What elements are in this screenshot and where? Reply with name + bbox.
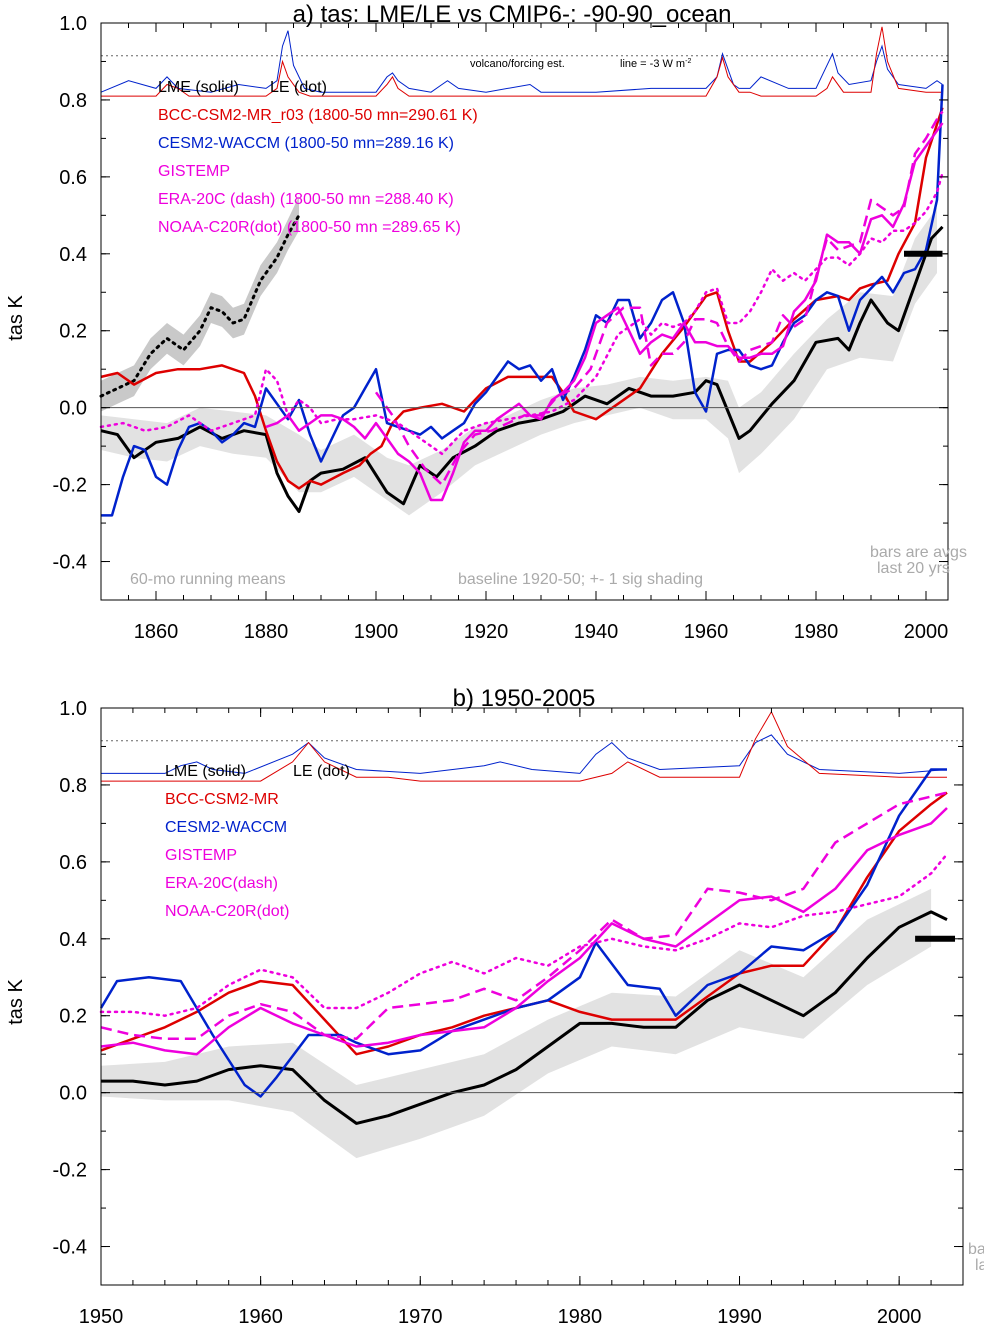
x-tick-label: 1880 [244,621,289,643]
panel-b-series [99,768,956,1125]
series-line-noaa-c20r-dot- [99,852,949,1017]
panel-b-shading [101,888,932,1159]
series-line-lme-solid- [101,910,948,1125]
y-tick-label: 0.6 [59,167,87,189]
y-tick-label: 0.0 [59,398,87,420]
panel-a-ylabel: tas K [5,295,27,341]
series-line-era-20c-dash- [100,791,948,1041]
y-tick-label: 0.0 [59,1083,87,1105]
y-tick-label: 0.2 [59,321,87,343]
forcing-line-text: line = -3 W m [620,58,685,70]
running-mean-note: 60-mo running means [130,571,286,588]
plot-frame [100,707,964,1286]
panel-b-annotations: ba la [968,1241,984,1274]
y-tick-label: -0.2 [53,475,87,497]
panel-b: b) 1950-2005 tas K 1.00.80.60.40.20.0-0.… [5,685,984,1325]
forcing-line-2 [101,710,947,782]
x-tick-label: 1860 [134,621,179,643]
panel-b-axes: 1.0 0.8 0.6 0.4 0.2 0.0 -0.2 -0.4 1950 1960 1970 19… [53,698,964,1325]
x-tick-label: 1950 [79,1306,124,1325]
y-tick-label: 0.2 [59,1006,87,1028]
forcing-line-sup: -2 [685,58,691,65]
legend-b-le: LE (dot) [293,763,350,780]
legend-b-lme: LME (solid) [165,763,246,780]
y-tick-label: 1.0 [59,13,87,35]
legend-a-bcc: BCC-CSM2-MR_r03 (1800-50 mn=290.61 K) [158,107,478,124]
panel-a-shading [101,196,937,516]
x-tick-label: 1980 [558,1306,603,1325]
plot-frame [100,22,949,601]
forcing-line-1 [100,30,943,93]
forcing-line-label: line = -3 W m-2 [620,58,691,70]
legend-b-cesm: CESM2-WACCM [165,819,287,836]
series-line-gistemp [100,807,948,1056]
legend-a-era: ERA-20C (dash) (1800-50 mn =288.40 K) [158,191,454,208]
y-tick-label: -0.4 [53,552,87,574]
legend-b-era: ERA-20C(dash) [165,875,278,892]
bars-note-1: bars are avgs [870,544,967,561]
legend-b-bcc: BCC-CSM2-MR [165,791,279,808]
legend-b-noaa: NOAA-C20R(dot) [165,903,289,920]
shading-band-2 [101,196,299,412]
bars-note-b-1: ba [968,1241,984,1258]
bars-note-2: last 20 yrs [877,560,950,577]
x-tick-label: 1940 [574,621,619,643]
x-tick-label: 1920 [464,621,509,643]
y-tick-label: 1.0 [59,698,87,720]
panel-a-series [99,84,944,517]
shading-band-1 [101,207,937,516]
y-tick-label: 0.4 [59,244,87,266]
series-line-gistemp [265,122,944,502]
series-line-bcc-csm2-mr-r03 [100,107,944,490]
legend-a-noaa: NOAA-C20R(dot) (1800-50 mn =289.65 K) [158,219,461,236]
x-tick-label: 1970 [398,1306,443,1325]
series-line-le-dot- [99,213,301,398]
y-tick-label: -0.2 [53,1160,87,1182]
y-tick-label: -0.4 [53,1237,87,1259]
x-tick-label: 1980 [794,621,839,643]
panel-b-ylabel: tas K [5,979,27,1025]
y-tick-label: 0.4 [59,929,87,951]
series-line-noaa-c20r-dot- [99,171,944,456]
legend-a-lme: LME (solid) [158,79,239,96]
forcing-line-2 [101,26,943,97]
x-tick-label: 1900 [354,621,399,643]
panel-a-annotations: volcano/forcing est. line = -3 W m-2 60-… [130,58,967,588]
legend-a-le: LE (dot) [270,79,327,96]
legend-a-cesm: CESM2-WACCM (1800-50 mn=289.16 K) [158,135,454,152]
baseline-note: baseline 1920-50; +- 1 sig shading [458,571,703,588]
x-tick-label: 2000 [877,1306,922,1325]
x-tick-label: 2000 [904,621,949,643]
y-tick-label: 0.8 [59,90,87,112]
legend-b-gistemp: GISTEMP [165,847,237,864]
x-tick-label: 1960 [684,621,729,643]
panel-a-forcing [100,26,948,97]
panel-a: a) tas: LME/LE vs CMIP6-: -90-90_ocean t… [5,1,967,643]
shading-band-1 [101,888,932,1159]
panel-b-legend: LME (solid) LE (dot) BCC-CSM2-MR CESM2-W… [165,763,350,920]
y-tick-label: 0.8 [59,775,87,797]
bars-note-b-2: la [975,1257,984,1274]
panel-a-axes: 1.0 0.8 0.6 0.4 0.2 0.0 -0.2 -0.4 1860 1880 1900 19… [53,13,949,643]
legend-a-gistemp: GISTEMP [158,163,230,180]
forcing-line-1 [101,734,948,774]
forcing-label: volcano/forcing est. [470,58,565,70]
panel-a-legend: LME (solid) LE (dot) BCC-CSM2-MR_r03 (18… [158,79,478,236]
series-line-era-20c-dash- [374,110,944,486]
panel-b-forcing [101,710,963,782]
x-tick-label: 1960 [238,1306,283,1325]
x-tick-label: 1990 [717,1306,762,1325]
y-tick-label: 0.6 [59,852,87,874]
panel-a-title: a) tas: LME/LE vs CMIP6-: -90-90_ocean [293,1,732,28]
